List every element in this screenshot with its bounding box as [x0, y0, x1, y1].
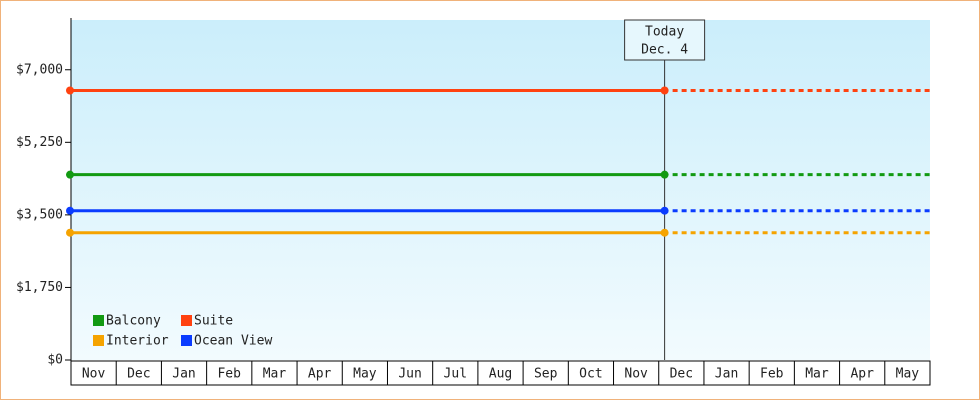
x-tick-label: Aug — [489, 367, 512, 382]
price-point — [660, 228, 669, 237]
legend-swatch — [93, 315, 104, 326]
legend-swatch — [181, 315, 192, 326]
x-tick-label: Dec — [670, 367, 693, 382]
x-tick-label: May — [896, 367, 920, 382]
x-tick-label: Feb — [217, 367, 241, 382]
x-tick-label: Apr — [850, 367, 874, 382]
price-point — [66, 86, 74, 95]
x-tick-label: Jan — [715, 367, 738, 382]
x-tick-label: Apr — [308, 367, 332, 382]
x-tick-label: Oct — [579, 367, 602, 382]
y-tick-label: $1,750 — [16, 280, 63, 295]
price-point — [660, 170, 669, 179]
y-tick-label: $5,250 — [16, 135, 63, 150]
y-tick-label: $0 — [47, 353, 63, 368]
price-point — [66, 228, 74, 237]
x-tick-label: Mar — [263, 367, 287, 382]
price-point — [66, 206, 74, 215]
legend-label: Balcony — [106, 314, 161, 329]
price-point — [660, 86, 669, 95]
legend-label: Ocean View — [194, 334, 272, 349]
x-tick-label: Jun — [398, 367, 421, 382]
x-tick-label: Dec — [127, 367, 150, 382]
today-date: Dec. 4 — [641, 43, 688, 58]
legend-swatch — [93, 335, 104, 346]
x-tick-label: May — [353, 367, 377, 382]
x-tick-label: Feb — [760, 367, 784, 382]
today-box — [624, 19, 706, 61]
price-point — [660, 206, 669, 215]
x-tick-label: Jan — [172, 367, 195, 382]
y-tick-label: $7,000 — [16, 62, 63, 77]
x-tick-label: Mar — [805, 367, 829, 382]
x-tick-label: Nov — [624, 367, 648, 382]
price-point — [66, 170, 74, 179]
x-tick-label: Jul — [444, 367, 467, 382]
x-tick-label: Nov — [82, 367, 106, 382]
legend-label: Suite — [194, 314, 233, 329]
x-axis-band — [70, 360, 931, 386]
today-title: Today — [645, 25, 684, 40]
legend-label: Interior — [106, 334, 169, 349]
plot-area — [71, 20, 930, 360]
legend-swatch — [181, 335, 192, 346]
y-tick-label: $3,500 — [16, 207, 63, 222]
x-tick-label: Sep — [534, 367, 558, 382]
